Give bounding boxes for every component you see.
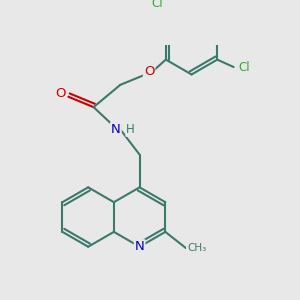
Text: N: N (111, 123, 121, 136)
Text: CH₃: CH₃ (187, 243, 206, 253)
Text: Cl: Cl (238, 61, 250, 74)
Text: O: O (56, 87, 66, 100)
Text: O: O (144, 65, 154, 78)
Text: Cl: Cl (151, 0, 163, 10)
Text: H: H (126, 123, 135, 136)
Text: N: N (135, 240, 145, 253)
